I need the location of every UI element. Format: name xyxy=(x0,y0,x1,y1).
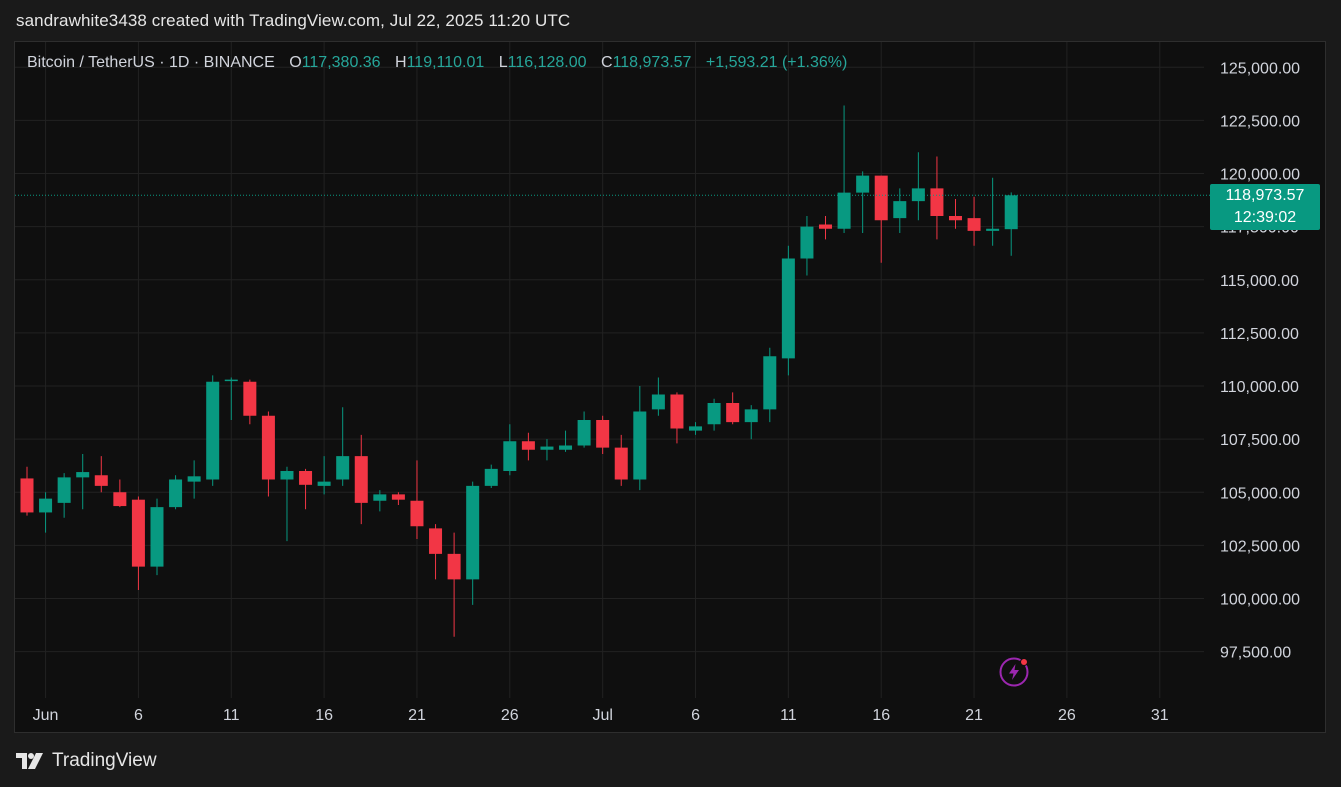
tradingview-logo[interactable]: TradingView xyxy=(16,750,157,772)
candle-body xyxy=(781,258,795,359)
candle-body xyxy=(986,228,1000,231)
low-value: 116,128.00 xyxy=(507,54,587,71)
y-tick-label: 105,000.00 xyxy=(1220,485,1300,502)
chart-panel[interactable] xyxy=(14,41,1326,733)
candle-body xyxy=(150,507,164,567)
candle-body xyxy=(113,492,127,507)
high-label: H xyxy=(395,54,407,71)
candle-body xyxy=(354,456,368,503)
candle-body xyxy=(466,485,480,580)
candle-body xyxy=(819,224,833,229)
candle-body xyxy=(596,420,610,448)
x-tick-label: 26 xyxy=(501,707,519,724)
candle-body xyxy=(521,441,535,450)
last-price-tag: 118,973.57 12:39:02 xyxy=(1210,184,1320,230)
candle-body xyxy=(763,356,777,410)
candle-body xyxy=(837,192,851,229)
y-tick-label: 100,000.00 xyxy=(1220,592,1300,609)
y-tick-label: 115,000.00 xyxy=(1220,273,1299,290)
candle-body xyxy=(911,188,925,202)
x-tick-label: 16 xyxy=(872,707,890,724)
candle-body xyxy=(726,403,740,423)
candle-body xyxy=(949,216,962,221)
y-tick-label: 102,500.00 xyxy=(1220,538,1300,555)
x-tick-label: 16 xyxy=(315,707,333,724)
candle-body xyxy=(317,481,331,486)
candle-body xyxy=(94,475,108,486)
candle-body xyxy=(930,188,944,216)
y-tick-label: 107,500.00 xyxy=(1220,432,1300,449)
high-value: 119,110.01 xyxy=(406,54,485,71)
candle-body xyxy=(577,420,591,446)
candle-body xyxy=(429,528,443,554)
y-tick-label: 125,000.00 xyxy=(1220,60,1300,77)
candle-body xyxy=(131,499,145,567)
change-value: +1,593.21 (+1.36%) xyxy=(705,54,848,71)
candle-body xyxy=(614,447,628,480)
close-label: C xyxy=(601,54,613,71)
open-label: O xyxy=(289,54,302,71)
candle-body xyxy=(484,468,498,486)
candle-body xyxy=(224,379,238,382)
x-tick-label: Jun xyxy=(33,707,59,724)
candle-body xyxy=(503,441,517,471)
candle-body xyxy=(336,456,350,480)
x-tick-label: 21 xyxy=(408,707,426,724)
y-tick-label: 122,500.00 xyxy=(1220,113,1300,130)
close-value: 118,973.57 xyxy=(612,54,692,71)
candle-body xyxy=(206,381,220,480)
candle-body xyxy=(373,494,387,501)
candle-body xyxy=(20,478,34,513)
candle-body xyxy=(76,472,90,478)
candle-body xyxy=(39,498,53,513)
x-tick-label: 11 xyxy=(780,707,797,724)
candle-body xyxy=(391,494,405,500)
x-tick-label: 31 xyxy=(1151,707,1169,724)
candle-body xyxy=(1004,195,1018,230)
candle-body xyxy=(800,226,814,259)
brand-name: TradingView xyxy=(52,750,157,771)
chart-snapshot-header: sandrawhite3438 created with TradingView… xyxy=(16,11,571,30)
candle-body xyxy=(299,471,313,485)
x-tick-label: 26 xyxy=(1058,707,1076,724)
candle-body xyxy=(540,446,554,450)
lightning-bolt-icon[interactable] xyxy=(999,657,1029,687)
last-price-value: 118,973.57 xyxy=(1225,187,1305,204)
x-tick-label: Jul xyxy=(592,707,612,724)
y-tick-label: 110,000.00 xyxy=(1220,379,1299,396)
y-tick-label: 120,000.00 xyxy=(1220,167,1300,184)
y-tick-label: 112,500.00 xyxy=(1220,326,1299,343)
ohlc-legend: Bitcoin / TetherUS · 1D · BINANCE O117,3… xyxy=(27,54,847,72)
tradingview-logo-icon xyxy=(16,753,43,769)
candle-body xyxy=(447,553,461,580)
candle-body xyxy=(169,479,183,508)
candle-body xyxy=(893,201,907,219)
x-tick-label: 6 xyxy=(134,707,143,724)
candle-body xyxy=(967,218,981,231)
x-tick-label: 11 xyxy=(223,707,240,724)
candle-body xyxy=(57,477,71,503)
candle-body xyxy=(689,426,703,431)
candle-body xyxy=(670,394,684,429)
candle-body xyxy=(410,500,424,527)
x-tick-label: 6 xyxy=(691,707,700,724)
candle-body xyxy=(243,381,257,416)
candle-body xyxy=(187,476,201,482)
symbol-description[interactable]: Bitcoin / TetherUS · 1D · BINANCE xyxy=(27,54,275,71)
low-label: L xyxy=(498,54,508,71)
candle-body xyxy=(261,415,275,480)
candle-body xyxy=(856,175,870,193)
candle-body xyxy=(559,445,573,450)
x-tick-label: 21 xyxy=(965,707,983,724)
candle-body xyxy=(707,403,721,425)
candle-body xyxy=(744,409,758,423)
candle-body xyxy=(280,471,294,480)
y-tick-label: 97,500.00 xyxy=(1220,645,1291,662)
bar-countdown: 12:39:02 xyxy=(1233,209,1297,226)
candle-body xyxy=(633,411,647,480)
candle-body xyxy=(651,394,665,410)
open-value: 117,380.36 xyxy=(301,54,381,71)
candle-body xyxy=(874,175,888,221)
